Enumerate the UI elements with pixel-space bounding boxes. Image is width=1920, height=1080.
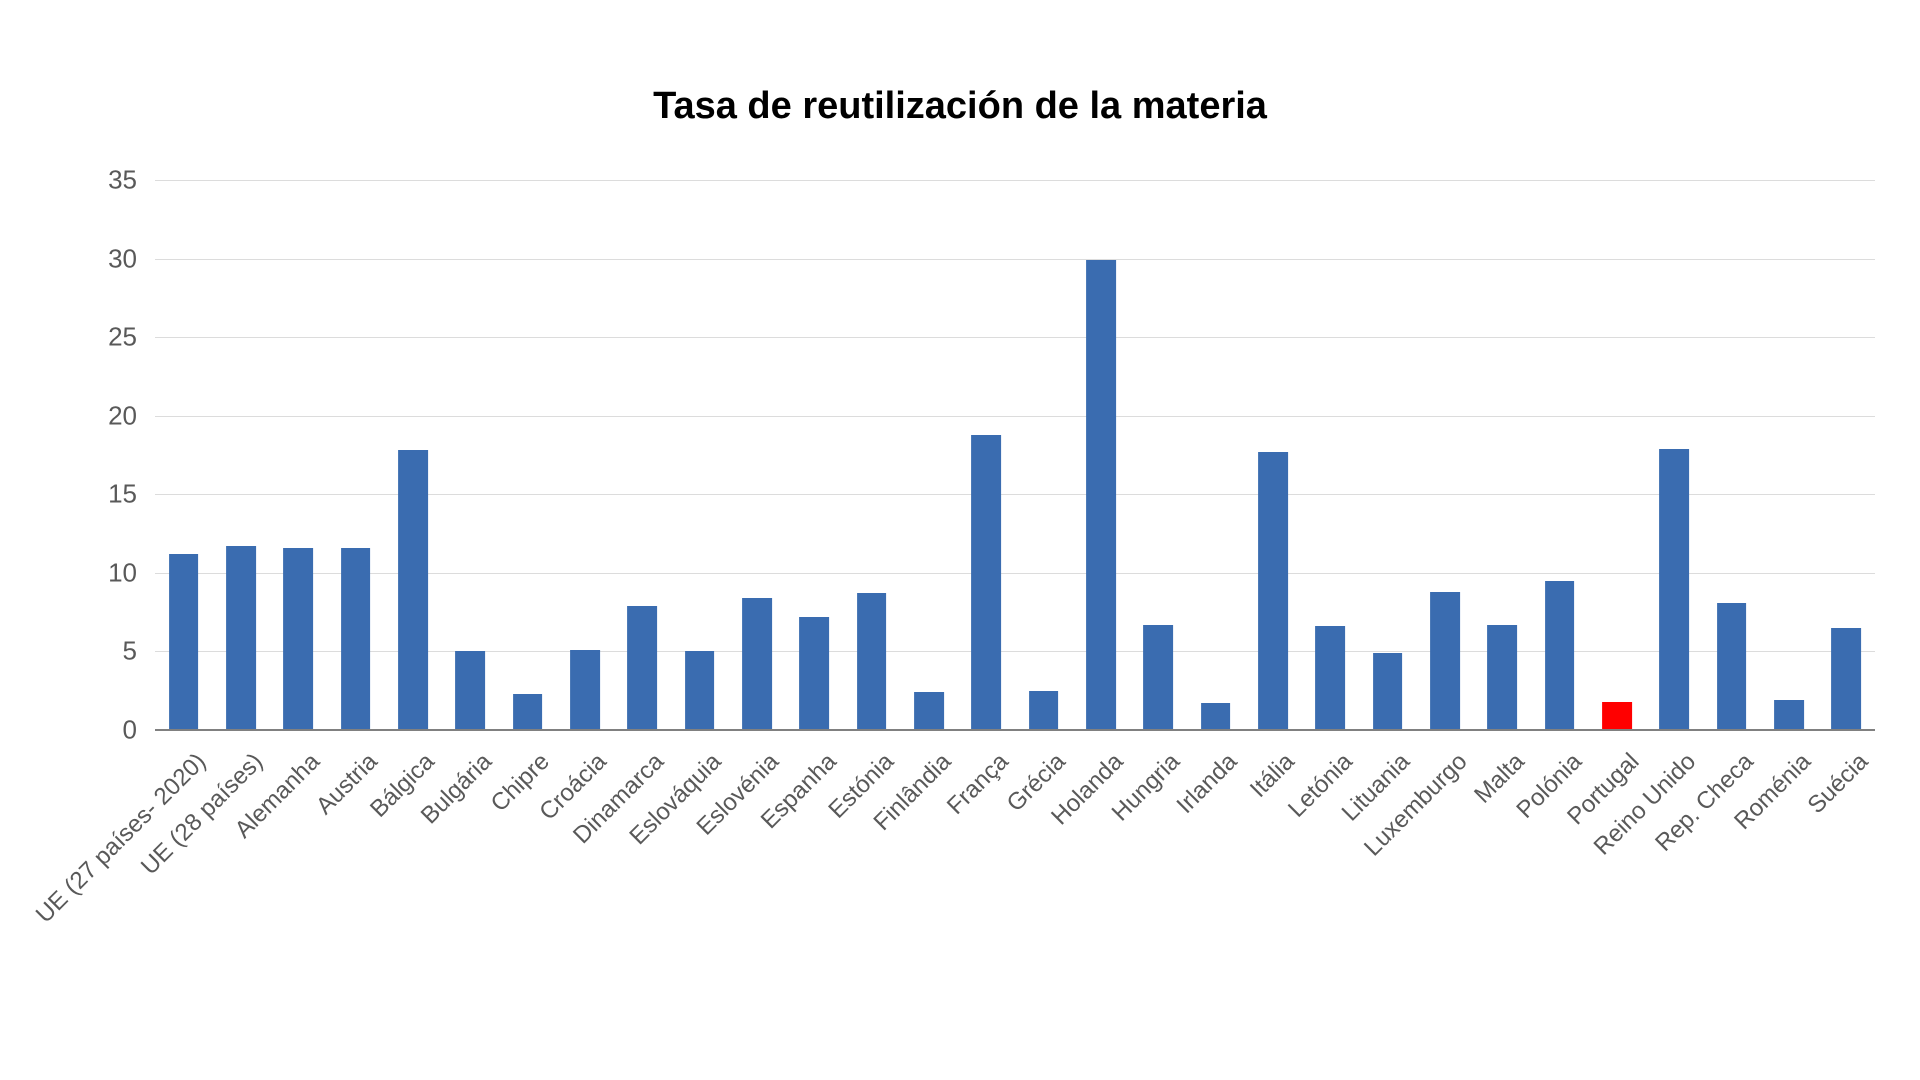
bar-slot bbox=[1646, 180, 1703, 730]
bar bbox=[1831, 628, 1861, 730]
x-axis-baseline bbox=[155, 729, 1875, 731]
y-tick-label: 0 bbox=[123, 715, 155, 746]
bar-slot bbox=[442, 180, 499, 730]
y-tick-label: 25 bbox=[108, 322, 155, 353]
bar bbox=[685, 651, 715, 730]
bar-slot bbox=[1302, 180, 1359, 730]
plot-area: 05101520253035 bbox=[155, 180, 1875, 730]
bar bbox=[1602, 702, 1632, 730]
bar bbox=[398, 450, 428, 730]
bar bbox=[1659, 449, 1689, 730]
bar bbox=[169, 554, 199, 730]
bars-group bbox=[155, 180, 1875, 730]
bar bbox=[971, 435, 1001, 730]
bar bbox=[627, 606, 657, 730]
bar-slot bbox=[843, 180, 900, 730]
bar bbox=[1315, 626, 1345, 730]
x-tick-label: França bbox=[942, 748, 1015, 821]
bar-slot bbox=[728, 180, 785, 730]
bar-slot bbox=[671, 180, 728, 730]
y-tick-label: 5 bbox=[123, 636, 155, 667]
bar-slot bbox=[1760, 180, 1817, 730]
bar bbox=[283, 548, 313, 730]
y-tick-label: 15 bbox=[108, 479, 155, 510]
bar bbox=[1201, 703, 1231, 730]
bar bbox=[1258, 452, 1288, 730]
bar-slot bbox=[1187, 180, 1244, 730]
bar bbox=[1373, 653, 1403, 730]
bar-slot bbox=[556, 180, 613, 730]
bar-slot bbox=[1531, 180, 1588, 730]
chart-title: Tasa de reutilización de la materia bbox=[0, 85, 1920, 128]
y-tick-label: 20 bbox=[108, 400, 155, 431]
bar-slot bbox=[212, 180, 269, 730]
bar bbox=[1086, 260, 1116, 730]
bar bbox=[1717, 603, 1747, 730]
bar bbox=[1774, 700, 1804, 730]
bar bbox=[1545, 581, 1575, 730]
bar-slot bbox=[1416, 180, 1473, 730]
bar bbox=[341, 548, 371, 730]
y-tick-label: 30 bbox=[108, 243, 155, 274]
bar-slot bbox=[1072, 180, 1129, 730]
bar-slot bbox=[499, 180, 556, 730]
bar-slot bbox=[1130, 180, 1187, 730]
bar-slot bbox=[900, 180, 957, 730]
y-tick-label: 35 bbox=[108, 165, 155, 196]
bar bbox=[857, 593, 887, 730]
bar-slot bbox=[1703, 180, 1760, 730]
bar-slot bbox=[270, 180, 327, 730]
bar bbox=[799, 617, 829, 730]
x-tick-label: Suécia bbox=[1802, 748, 1874, 820]
bar bbox=[513, 694, 543, 730]
bar bbox=[226, 546, 256, 730]
chart-container: Tasa de reutilización de la materia 0510… bbox=[0, 0, 1920, 1080]
bar-slot bbox=[1474, 180, 1531, 730]
bar-slot bbox=[614, 180, 671, 730]
bar-slot bbox=[1015, 180, 1072, 730]
bar bbox=[570, 650, 600, 730]
bar-slot bbox=[155, 180, 212, 730]
bar bbox=[1143, 625, 1173, 730]
x-tick-label: Irlanda bbox=[1172, 748, 1244, 820]
y-tick-label: 10 bbox=[108, 557, 155, 588]
bar-slot bbox=[1588, 180, 1645, 730]
bar-slot bbox=[1244, 180, 1301, 730]
bar bbox=[1029, 691, 1059, 730]
bar bbox=[455, 651, 485, 730]
bar-slot bbox=[1818, 180, 1875, 730]
bar-slot bbox=[786, 180, 843, 730]
bar-slot bbox=[384, 180, 441, 730]
bar bbox=[914, 692, 944, 730]
bar bbox=[1487, 625, 1517, 730]
x-axis-labels: UE (27 países- 2020)UE (28 países)Aleman… bbox=[155, 740, 1875, 1040]
bar-slot bbox=[1359, 180, 1416, 730]
bar bbox=[1430, 592, 1460, 730]
bar-slot bbox=[958, 180, 1015, 730]
bar bbox=[742, 598, 772, 730]
bar-slot bbox=[327, 180, 384, 730]
